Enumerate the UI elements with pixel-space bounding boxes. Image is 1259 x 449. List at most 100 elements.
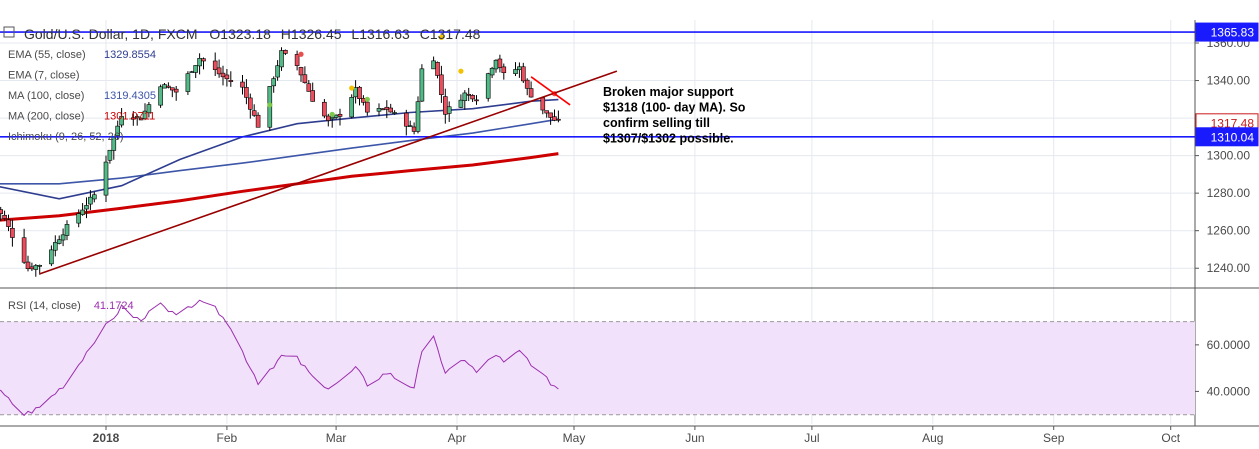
candle-body (107, 149, 113, 161)
candle-body (193, 65, 198, 73)
candle-body (271, 78, 277, 87)
indicator-label: Ichimoku (9, 26, 52, 26) (8, 131, 124, 143)
candle-body (302, 74, 308, 83)
candle-body (134, 116, 140, 119)
candle-body (2, 214, 7, 219)
signal-dot (267, 102, 273, 108)
indicator-value: 1319.4305 (104, 90, 156, 102)
close-label: C (420, 26, 430, 42)
time-tick-label: May (563, 431, 586, 445)
annotation-line-3: confirm selling till (603, 116, 710, 130)
price-label-text: 1310.04 (1211, 130, 1255, 144)
candle-body (244, 87, 249, 98)
candle-body (556, 118, 561, 121)
candle-body (485, 73, 491, 99)
candle-body (435, 62, 440, 76)
candle-body (493, 59, 499, 70)
candle-body (25, 261, 31, 269)
time-tick-label: Mar (326, 431, 347, 445)
candle-body (255, 114, 261, 128)
time-tick-label: 2018 (93, 431, 120, 445)
candle-body (240, 81, 245, 88)
candle-body (325, 115, 331, 121)
rsi-value: 41.1724 (94, 300, 134, 312)
short-term-trendline (530, 76, 571, 106)
indicator-label: EMA (7, close) (8, 70, 80, 82)
candle-body (411, 126, 417, 132)
time-tick-label: Apr (448, 431, 467, 445)
drawings (0, 31, 1195, 275)
annotation-line-1: Broken major support (603, 85, 734, 99)
price-label-text: 1317.48 (1211, 116, 1255, 130)
symbol-title: Gold/U.S. Dollar, 1D, FXCM (24, 26, 198, 42)
low-value: 1316.63 (359, 26, 410, 42)
candle-body (6, 219, 11, 227)
candle-body (462, 92, 468, 101)
candle-body (501, 66, 507, 74)
rsi-label: RSI (14, close) (8, 300, 81, 312)
time-tick-label: Feb (217, 431, 238, 445)
candle-body (56, 239, 62, 244)
open-label: O (209, 26, 220, 42)
candle-body (224, 74, 230, 80)
candle-body (248, 97, 253, 110)
candle-body (466, 93, 472, 96)
candle-body (474, 99, 479, 102)
indicator-value: 1329.8554 (104, 49, 156, 61)
candle-body (439, 74, 444, 95)
candle-body (540, 97, 546, 111)
candle-body (388, 107, 394, 113)
candle-body (228, 80, 234, 82)
collapse-legend-icon[interactable] (3, 26, 15, 38)
candle-body (322, 101, 327, 117)
candle-body (52, 242, 58, 251)
candle-body (497, 58, 503, 68)
candle-body (60, 234, 66, 241)
open-value: 1323.18 (220, 26, 271, 42)
candle-body (201, 58, 206, 62)
candle-body (275, 65, 280, 78)
candle-body (10, 227, 15, 238)
high-value: 1326.45 (291, 26, 342, 42)
time-tick-label: Aug (922, 431, 943, 445)
candle-body (170, 87, 175, 91)
candle-body (92, 194, 97, 200)
ichimoku-dots (267, 34, 558, 117)
candle-body (146, 104, 152, 114)
candle-body (131, 117, 136, 120)
candle-body (349, 96, 355, 118)
candle-body (212, 60, 218, 70)
candle-body (337, 113, 343, 117)
candle-body (103, 161, 109, 196)
candle-body (524, 79, 530, 89)
candle-body (251, 110, 257, 116)
indicator-value: 1301.0711 (104, 111, 155, 123)
support-trendline (39, 70, 618, 275)
price-tick-label: 1280.00 (1207, 186, 1251, 200)
annotation-line-2: $1318 (100- day MA). So (603, 101, 746, 115)
indicator-label: MA (100, close) (8, 90, 84, 102)
chart-title: Gold/U.S. Dollar, 1D, FXCM O1323.18 H132… (24, 26, 481, 42)
candle-body (0, 209, 4, 214)
signal-dot (329, 111, 335, 117)
candle-body (458, 99, 464, 108)
rsi-tick-label: 60.0000 (1207, 338, 1251, 352)
high-label: H (281, 26, 291, 42)
candle-body (216, 67, 222, 75)
price-label-text: 1365.83 (1211, 26, 1255, 40)
candle-body (197, 58, 202, 67)
candle-body (419, 68, 425, 102)
rsi-panel (0, 299, 1195, 417)
ma100-line (0, 118, 559, 185)
candle-body (384, 106, 390, 110)
candle-body (528, 88, 534, 98)
candle-body (392, 112, 397, 114)
candle-body (158, 86, 163, 106)
candle-body (84, 205, 89, 210)
candle-body (166, 85, 171, 88)
candle-body (470, 95, 475, 100)
time-tick-label: Jun (685, 431, 704, 445)
candle-body (80, 209, 85, 215)
